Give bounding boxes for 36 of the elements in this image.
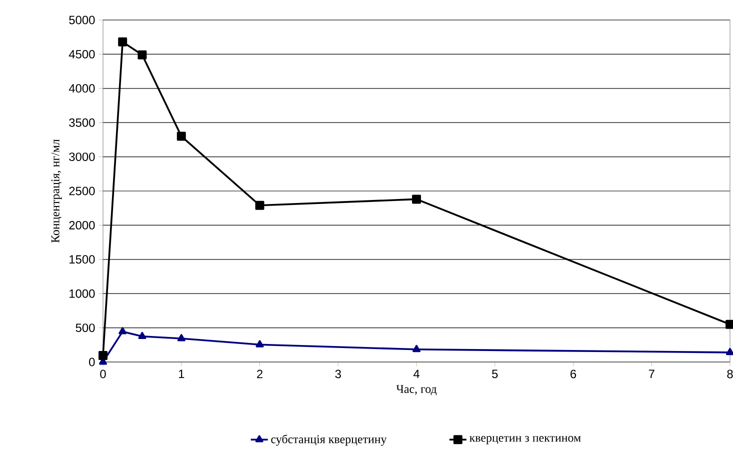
y-axis-title: Концентрація, нг/мл: [51, 139, 62, 243]
y-tick-label: 3500: [69, 118, 95, 127]
y-tick-label: 1000: [70, 289, 95, 298]
y-tick-label: 0: [89, 358, 95, 366]
x-tick-label: 5: [492, 370, 498, 378]
x-tick-label: 7: [648, 370, 654, 378]
x-tick-label: 1: [178, 370, 184, 378]
point: [726, 348, 733, 356]
point: [118, 327, 127, 334]
point: [256, 340, 264, 348]
y-tick-label: 4000: [68, 84, 95, 93]
x-tick-label: 2: [257, 370, 262, 378]
x-tick-label: 3: [335, 370, 341, 378]
point: [176, 132, 186, 141]
legend-label: субстанція кверцетину: [271, 434, 387, 446]
y-tick-label: 500: [76, 324, 95, 332]
x-tick-label: 4: [413, 370, 420, 378]
x-tick-label: 0: [100, 370, 106, 378]
point: [118, 37, 128, 46]
y-tick-label: 2500: [69, 186, 95, 196]
point: [177, 334, 186, 342]
point: [138, 332, 146, 340]
x-tick-label: 6: [570, 370, 576, 378]
point: [138, 50, 147, 60]
point: [255, 200, 264, 210]
point: [98, 351, 108, 360]
x-axis-title: Час, год: [396, 385, 437, 396]
y-tick-label: 3000: [69, 152, 95, 162]
x-tick-label: 8: [727, 370, 733, 378]
legend-label: кверцетин з пектином: [470, 436, 581, 444]
y-tick-label: 4500: [68, 50, 95, 58]
y-tick-label: 1500: [70, 255, 95, 264]
y-tick-label: 5000: [69, 16, 95, 24]
point: [412, 194, 421, 204]
y-tick-label: 2000: [69, 220, 95, 230]
point: [412, 344, 421, 352]
